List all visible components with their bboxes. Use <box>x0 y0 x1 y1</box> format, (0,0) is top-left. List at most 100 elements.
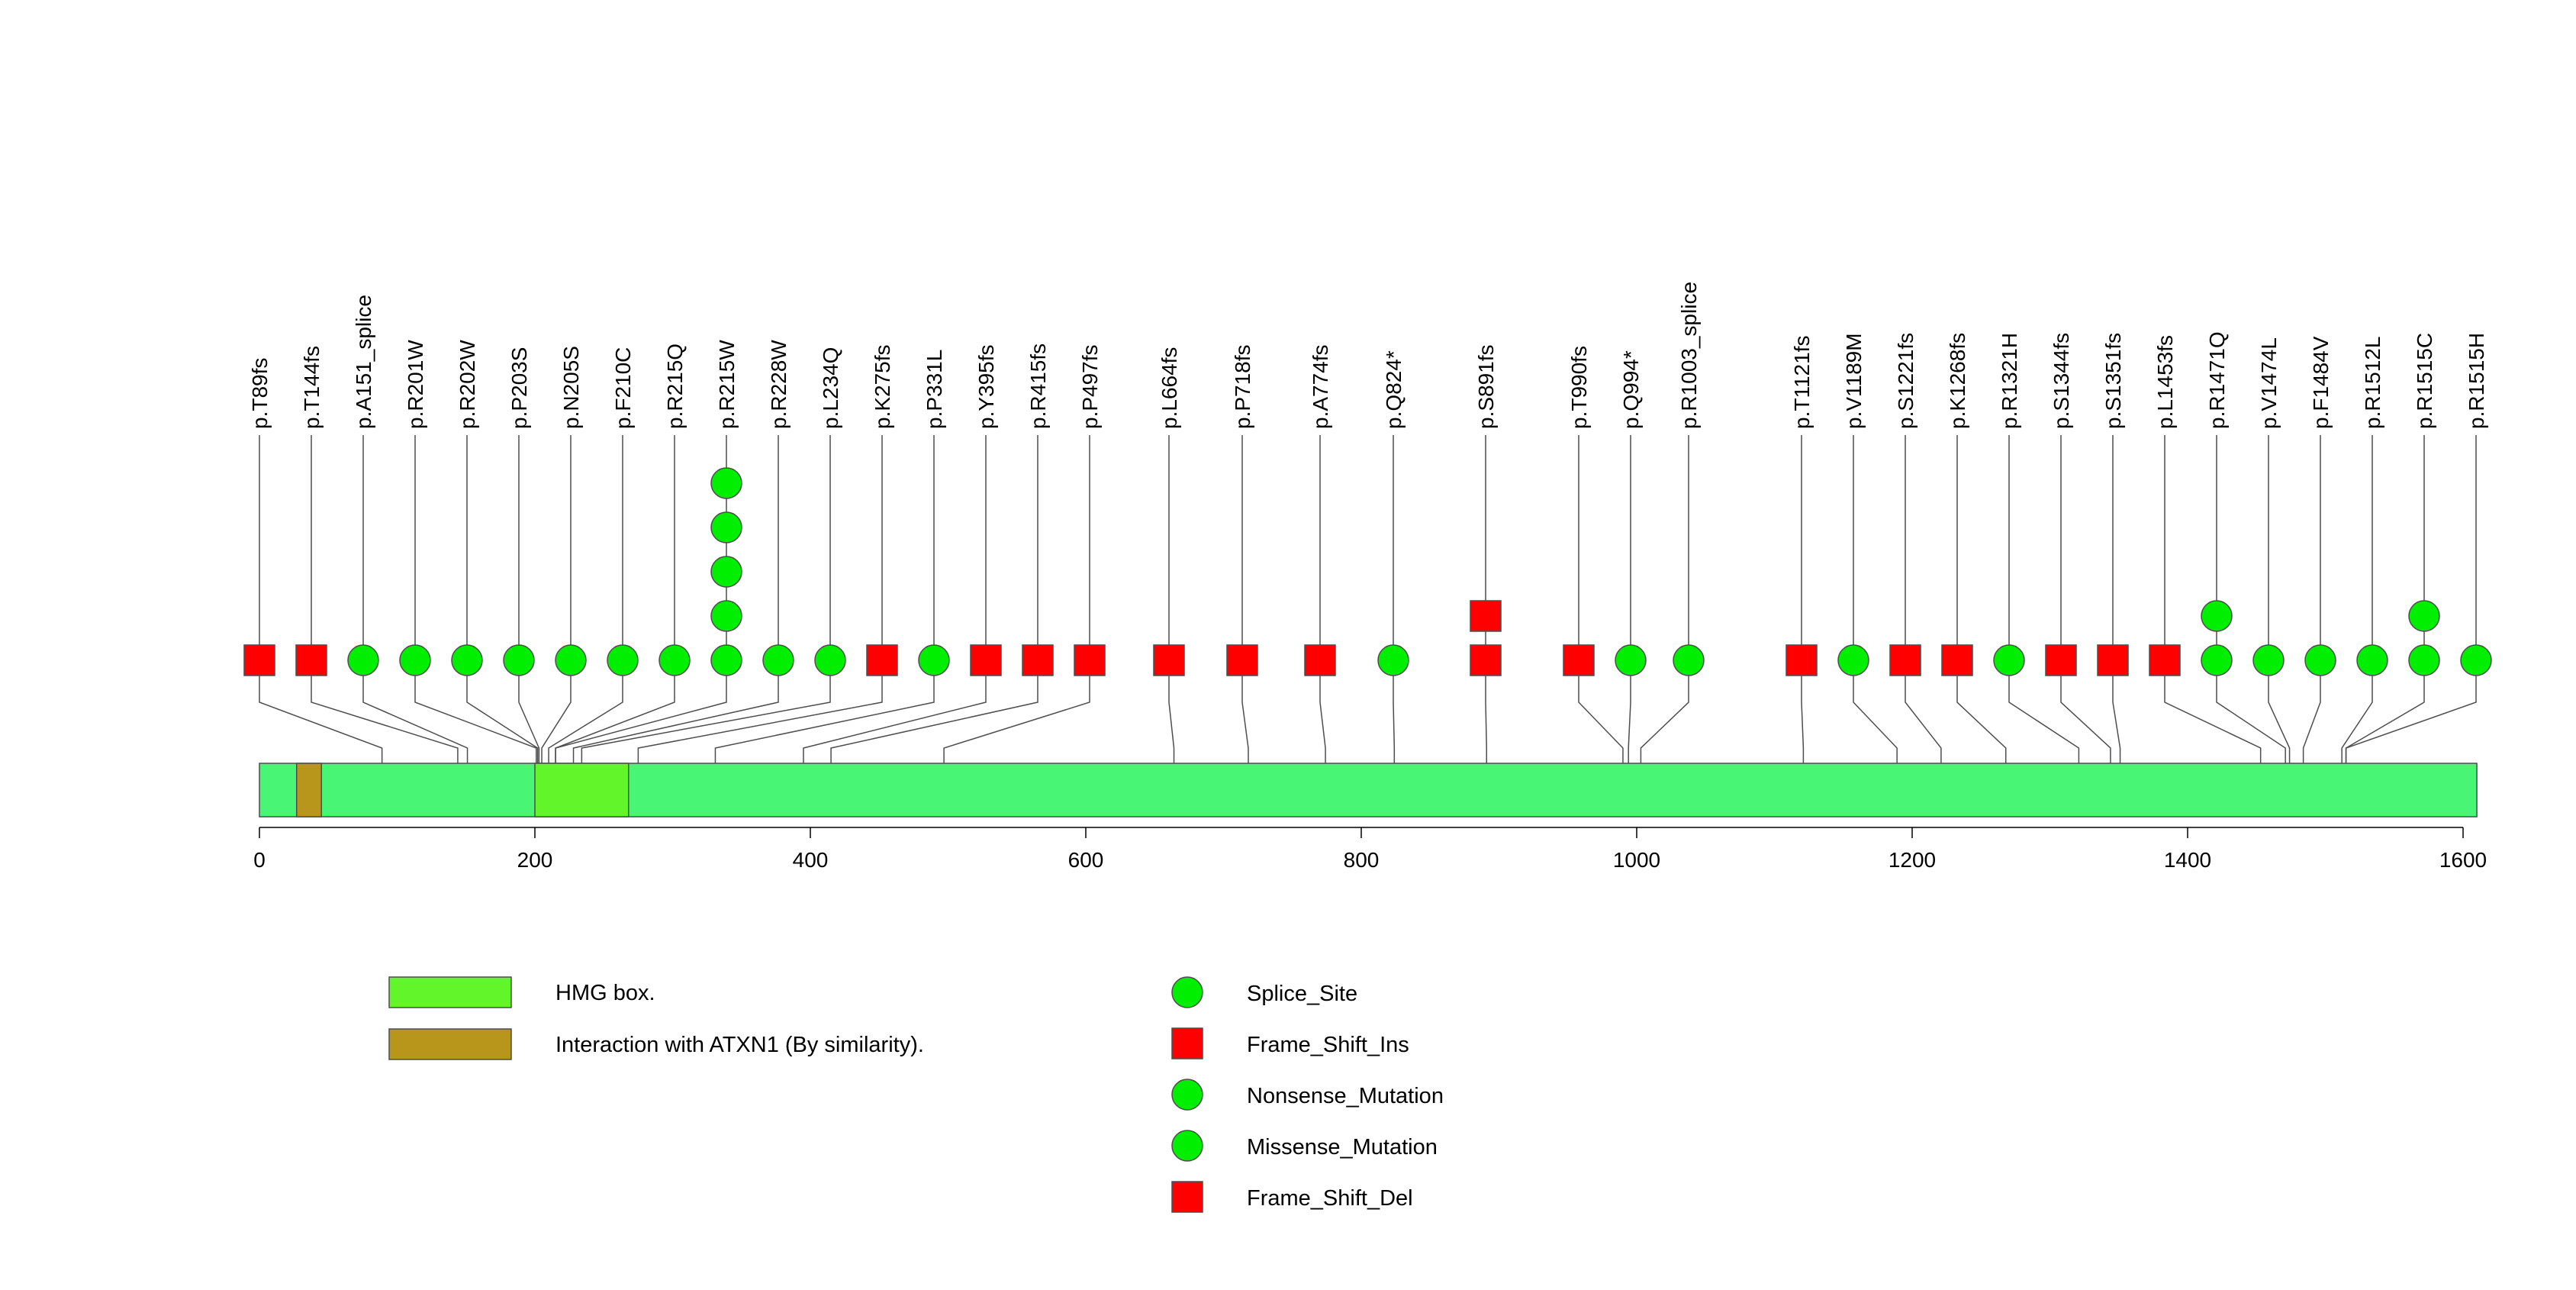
mutation-square <box>1785 644 1818 676</box>
mutation-label: p.L234Q <box>819 347 842 429</box>
mutation-square <box>1153 644 1185 676</box>
mutation-square <box>970 644 1002 676</box>
mutation-label: p.Q994* <box>1619 350 1643 429</box>
mutation-label: p.T1121fs <box>1790 336 1814 429</box>
mutation-label: p.V1474L <box>2257 337 2281 429</box>
mutation-label: p.P203S <box>507 347 531 429</box>
mutation-label: p.P331L <box>923 350 946 429</box>
mutation-circle <box>710 644 742 676</box>
mutation-label: p.R415fs <box>1026 343 1050 429</box>
legend-mutation-circle <box>1171 976 1203 1008</box>
protein-track <box>259 763 2478 818</box>
mutation-circle <box>1377 644 1409 676</box>
mutation-label: p.R1321H <box>1998 333 2021 429</box>
legend-domain-swatch <box>388 976 512 1008</box>
mutation-circle <box>658 644 691 676</box>
mutation-circle <box>607 644 639 676</box>
mutation-circle <box>710 600 742 632</box>
mutation-square <box>2045 644 2077 676</box>
x-tick-label: 800 <box>1344 848 1380 872</box>
mutation-circle <box>814 644 846 676</box>
mutation-circle <box>1615 644 1647 676</box>
mutation-square <box>1304 644 1336 676</box>
mutation-label: p.A151_splice <box>352 295 375 429</box>
legend-mutation-label: Nonsense_Mutation <box>1247 1084 1444 1108</box>
mutation-circle <box>1837 644 1869 676</box>
x-tick-label: 1000 <box>1613 848 1660 872</box>
x-tick-label: 200 <box>517 848 553 872</box>
mutation-label: p.R215Q <box>663 343 687 429</box>
mutation-square <box>1889 644 1921 676</box>
legend-domain-label: Interaction with ATXN1 (By similarity). <box>555 1033 924 1057</box>
legend-domain-swatch <box>388 1028 512 1060</box>
x-tick-label: 0 <box>253 848 266 872</box>
mutation-label: p.K1268fs <box>1946 333 1969 429</box>
mutation-square <box>1074 644 1106 676</box>
x-axis: 0 200 400 600 800 1000 1200 1400 1600 <box>253 827 2487 872</box>
mutation-circle <box>2460 644 2492 676</box>
legend-mutation-circle <box>1171 1079 1203 1111</box>
mutation-label: p.K275fs <box>871 344 894 429</box>
mutation-circle <box>710 467 742 499</box>
mutation-circle <box>503 644 535 676</box>
mutation-label: p.R1512L <box>2361 337 2384 429</box>
x-tick-label: 600 <box>1068 848 1104 872</box>
mutation-circle <box>451 644 483 676</box>
legend-mutation-square <box>1171 1181 1203 1213</box>
mutation-label: p.V1189M <box>1842 333 1866 429</box>
mutation-label: p.S891fs <box>1474 344 1498 429</box>
mutation-circle <box>2408 644 2440 676</box>
domain-0 <box>295 763 322 818</box>
mutation-circle <box>918 644 950 676</box>
mutation-circle <box>2252 644 2285 676</box>
mutation-label: p.A774fs <box>1309 344 1332 429</box>
mutation-label: p.Y395fs <box>974 344 998 429</box>
legend: HMG box. Interaction with ATXN1 (By simil… <box>388 976 1444 1213</box>
mutation-label: p.S1221fs <box>1894 333 1918 429</box>
mutation-label: p.P497fs <box>1078 344 1102 429</box>
mutation-square <box>1226 644 1258 676</box>
mutation-label: p.S1351fs <box>2101 333 2125 429</box>
mutation-square <box>1470 600 1502 632</box>
mutation-circle <box>2304 644 2336 676</box>
legend-mutation-label: Frame_Shift_Del <box>1247 1186 1413 1211</box>
mutation-circle <box>710 556 742 588</box>
mutation-square <box>1563 644 1595 676</box>
mutation-square <box>1022 644 1054 676</box>
mutation-label: p.R1515H <box>2465 333 2488 429</box>
mutation-label: p.N205S <box>559 346 583 429</box>
x-tick-label: 1400 <box>2164 848 2211 872</box>
mutation-connectors <box>259 435 2477 817</box>
mutation-label: p.F210C <box>611 347 635 429</box>
mutation-square <box>295 644 327 676</box>
mutation-label: p.T89fs <box>248 358 272 429</box>
mutation-label: p.F1484V <box>2309 336 2333 429</box>
legend-domain-label: HMG box. <box>555 981 655 1005</box>
mutation-circle <box>710 511 742 543</box>
mutation-circle <box>2201 600 2233 632</box>
mutation-label: p.R1515C <box>2413 333 2436 429</box>
legend-mutation-label: Missense_Mutation <box>1247 1135 1438 1159</box>
x-tick-label: 1600 <box>2439 848 2487 872</box>
mutation-label: p.L1453fs <box>2153 335 2177 429</box>
domain-1 <box>534 763 630 818</box>
mutation-label: p.R228W <box>767 340 791 429</box>
legend-mutation-circle <box>1171 1130 1203 1162</box>
x-tick-label: 400 <box>793 848 829 872</box>
legend-mutation-square <box>1171 1027 1203 1059</box>
mutation-label: p.T990fs <box>1567 346 1591 429</box>
mutation-markers <box>243 467 2492 676</box>
legend-mutation-label: Frame_Shift_Ins <box>1247 1033 1409 1057</box>
mutation-square <box>243 644 275 676</box>
mutation-circle <box>347 644 379 676</box>
mutation-label: p.R1003_splice <box>1677 282 1701 429</box>
mutation-square <box>866 644 898 676</box>
mutation-label: p.R1471Q <box>2205 331 2229 429</box>
mutation-labels: p.T89fs p.T144fs p.A151_splice p.R201W p.R20… <box>248 282 2488 429</box>
mutation-label: p.P718fs <box>1231 344 1254 429</box>
mutation-label: p.S1344fs <box>2050 333 2073 429</box>
mutation-square <box>1470 644 1502 676</box>
mutation-label: p.T144fs <box>300 346 324 429</box>
mutation-label: p.Q824* <box>1382 350 1406 429</box>
